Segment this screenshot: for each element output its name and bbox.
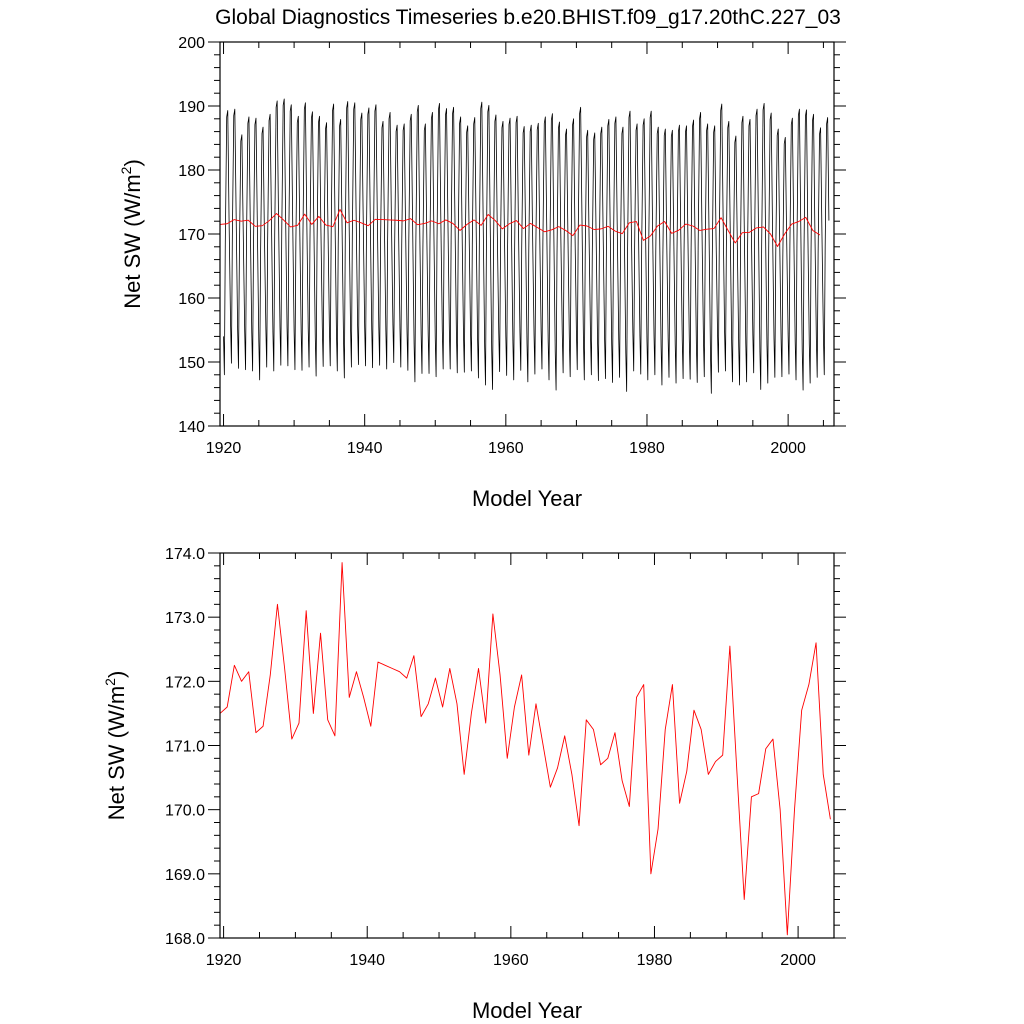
y-tick-label: 170.0 [165,803,205,820]
x-tick-label: 1940 [349,952,385,969]
x-tick-label: 1980 [637,952,673,969]
y-tick-label: 140 [178,419,205,436]
x-tick-label: 2000 [780,952,816,969]
y-tick-label: 170 [178,227,205,244]
y-axis-title: Net SW (W/m2) [118,159,145,309]
x-tick-label: 1980 [629,440,665,457]
bottom-panel: 1920 1940 1960 1980 2000 168.0 169.0 170.0 171.0… [102,546,846,1023]
y-tick-label: 173.0 [165,610,205,627]
x-tick-label: 1920 [206,952,242,969]
y-axis-title-superscript: 2 [102,678,118,686]
y-axis-title-main: Net SW (W/m [120,174,145,308]
series-line-monthly [223,98,830,394]
x-tick-label: 1960 [488,440,524,457]
y-tick-label: 171.0 [165,739,205,756]
top-panel: 1920 1940 1960 1980 2000 140 150 160 170 180 190 20… [118,35,846,511]
chart-title: Global Diagnostics Timeseries b.e20.BHIS… [215,6,841,29]
plot-frame [219,552,835,939]
series-line-annual [220,208,821,247]
y-tick-label: 160 [178,291,205,308]
y-axis-title-superscript: 2 [118,166,134,174]
y-tick-label: 180 [178,163,205,180]
y-tick-label: 190 [178,99,205,116]
x-tick-label: 1920 [206,440,242,457]
y-axis-title: Net SW (W/m2) [102,671,129,821]
x-tick-label: 2000 [770,440,806,457]
plot-area [220,98,830,394]
y-axis-title-main: Net SW (W/m [104,686,129,820]
y-axis-title-end: ) [104,671,129,678]
y-tick-label: 172.0 [165,674,205,691]
series-line-annual [220,562,831,936]
x-axis-title: Model Year [472,998,582,1023]
y-tick-label: 168.0 [165,931,205,948]
y-tick-label: 150 [178,355,205,372]
plot-area [220,562,831,936]
y-axis-title-end: ) [120,159,145,166]
x-axis-title: Model Year [472,486,582,511]
x-tick-label: 1960 [493,952,529,969]
y-tick-label: 200 [178,35,205,52]
y-tick-label: 169.0 [165,867,205,884]
y-tick-label: 174.0 [165,546,205,563]
tick-marks [208,41,846,427]
tick-marks [208,552,846,939]
x-tick-label: 1940 [347,440,383,457]
